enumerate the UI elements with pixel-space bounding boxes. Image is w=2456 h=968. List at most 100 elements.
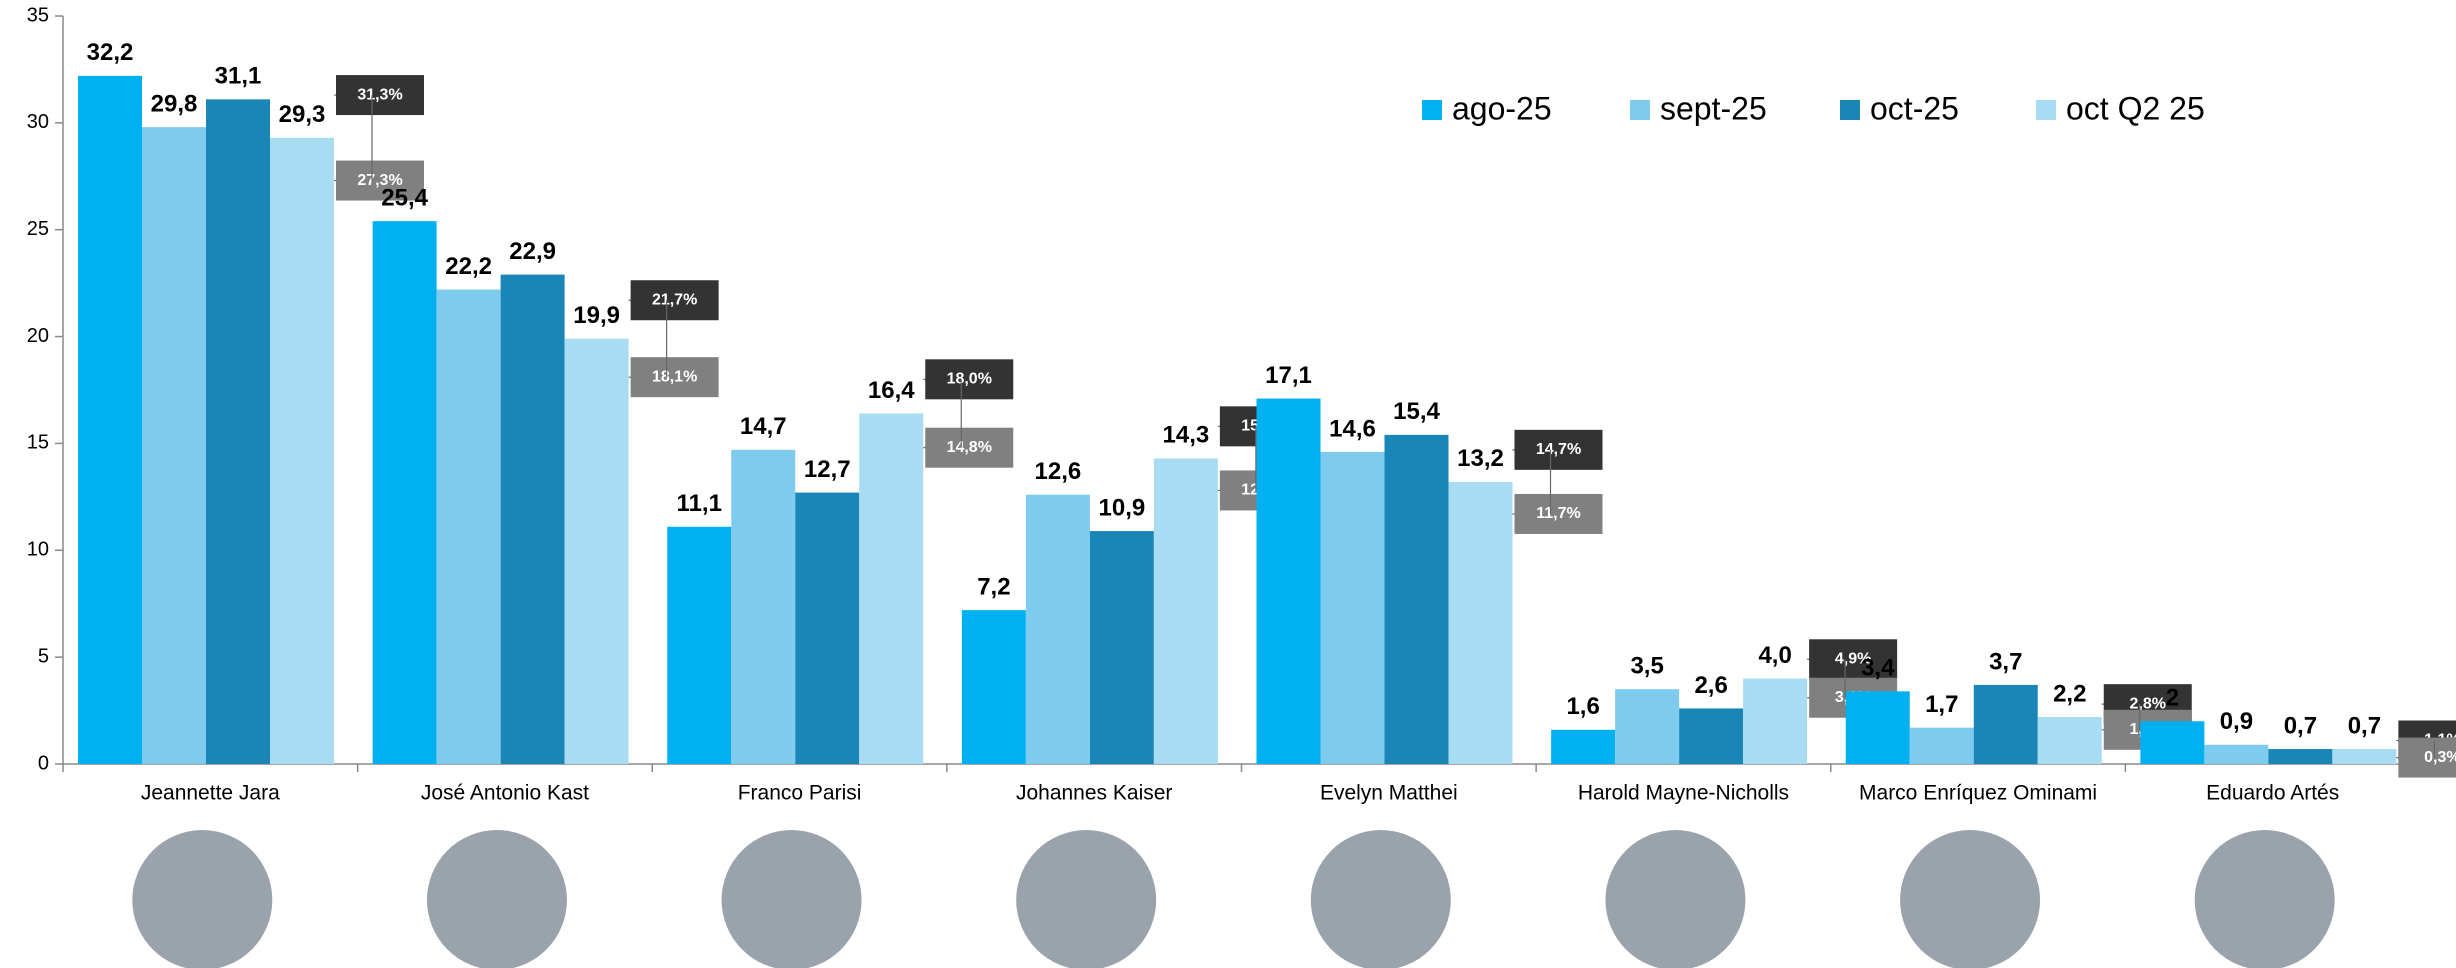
candidate-photo bbox=[721, 830, 862, 968]
range-label: 14,7% bbox=[1536, 441, 1581, 458]
value-label: 1,6 bbox=[1566, 693, 1599, 720]
candidate-photo bbox=[132, 830, 273, 968]
range-box bbox=[1514, 493, 1603, 534]
y-tick-label: 30 bbox=[27, 111, 49, 133]
range-box bbox=[630, 280, 719, 321]
legend-swatch bbox=[1630, 100, 1650, 120]
bar bbox=[1615, 689, 1680, 764]
bar bbox=[859, 413, 924, 764]
value-label: 17,1 bbox=[1265, 362, 1312, 389]
candidate-photo bbox=[2194, 830, 2335, 968]
y-tick-label: 35 bbox=[27, 4, 49, 26]
candidate-photo bbox=[1016, 830, 1157, 968]
value-label: 2,6 bbox=[1694, 672, 1727, 699]
value-label: 29,8 bbox=[151, 90, 198, 117]
bar bbox=[78, 75, 142, 765]
legend-label: oct Q2 25 bbox=[2066, 90, 2205, 126]
value-label: 12,7 bbox=[804, 456, 851, 483]
value-label: 3,5 bbox=[1630, 653, 1663, 680]
value-label: 14,7 bbox=[740, 413, 787, 440]
candidate-photo bbox=[1900, 830, 2041, 968]
x-tick-label: Eduardo Artés bbox=[2206, 782, 2339, 805]
range-label: 31,3% bbox=[357, 86, 402, 103]
value-label: 25,4 bbox=[381, 185, 428, 212]
bar bbox=[961, 610, 1026, 764]
bar bbox=[436, 289, 501, 764]
bar bbox=[731, 449, 796, 764]
y-tick-label: 25 bbox=[27, 218, 49, 240]
value-label: 12,6 bbox=[1035, 458, 1082, 485]
bar bbox=[1679, 708, 1744, 764]
value-label: 22,2 bbox=[445, 253, 492, 280]
candidate-photo bbox=[426, 830, 567, 968]
range-label: 21,7% bbox=[652, 291, 697, 308]
range-label: 2,8% bbox=[2130, 695, 2166, 712]
range-box bbox=[1514, 429, 1603, 470]
value-label: 14,3 bbox=[1163, 422, 1210, 449]
bar bbox=[1845, 691, 1910, 764]
y-tick-label: 5 bbox=[38, 645, 49, 667]
bar bbox=[2037, 716, 2102, 764]
bar bbox=[1153, 458, 1218, 764]
bar bbox=[270, 137, 334, 764]
y-tick-label: 0 bbox=[38, 752, 49, 774]
legend-swatch bbox=[1422, 100, 1442, 120]
bar bbox=[2140, 721, 2205, 764]
x-tick-label: Franco Parisi bbox=[738, 782, 862, 805]
bar bbox=[372, 221, 437, 764]
x-tick-label: Johannes Kaiser bbox=[1016, 782, 1172, 805]
value-label: 1,7 bbox=[1925, 691, 1958, 718]
bar bbox=[1909, 727, 1974, 764]
range-box bbox=[336, 75, 424, 116]
value-label: 10,9 bbox=[1099, 494, 1146, 521]
legend-label: oct-25 bbox=[1870, 90, 1959, 126]
range-box bbox=[925, 427, 1014, 468]
bar bbox=[1256, 398, 1321, 764]
legend-label: ago-25 bbox=[1452, 90, 1552, 126]
bar bbox=[1551, 729, 1616, 764]
value-label: 32,2 bbox=[87, 39, 134, 66]
bar bbox=[795, 492, 860, 764]
value-label: 15,4 bbox=[1393, 398, 1440, 425]
value-label: 2,2 bbox=[2053, 680, 2086, 707]
range-label: 0,3% bbox=[2424, 749, 2456, 766]
range-box bbox=[2398, 737, 2456, 778]
range-box bbox=[336, 160, 424, 201]
value-label: 14,6 bbox=[1329, 415, 1376, 442]
bar bbox=[1025, 494, 1090, 764]
value-label: 3,7 bbox=[1989, 648, 2022, 675]
value-label: 13,2 bbox=[1457, 445, 1504, 472]
bar bbox=[206, 99, 270, 764]
range-box bbox=[630, 357, 719, 398]
x-tick-label: Harold Mayne-Nicholls bbox=[1578, 782, 1789, 805]
value-label: 29,3 bbox=[279, 101, 326, 128]
range-label: 4,9% bbox=[1835, 650, 1871, 667]
value-label: 0,7 bbox=[2348, 712, 2381, 739]
bar bbox=[500, 274, 565, 764]
bar bbox=[2204, 744, 2269, 764]
value-label: 2 bbox=[2166, 685, 2179, 712]
range-label: 11,7% bbox=[1536, 505, 1580, 522]
x-tick-label: Jeannette Jara bbox=[141, 782, 280, 805]
candidate-photo bbox=[1605, 830, 1746, 968]
value-label: 0,7 bbox=[2284, 712, 2317, 739]
bar bbox=[1089, 531, 1154, 764]
legend-swatch bbox=[2036, 100, 2056, 120]
bar bbox=[564, 338, 629, 764]
x-tick-label: José Antonio Kast bbox=[421, 782, 589, 805]
range-label: 14,8% bbox=[947, 439, 992, 456]
bar bbox=[1320, 451, 1385, 764]
x-tick-label: Evelyn Matthei bbox=[1320, 782, 1458, 805]
bar bbox=[1973, 684, 2038, 764]
x-tick-label: Marco Enríquez Ominami bbox=[1859, 782, 2097, 805]
legend-swatch bbox=[1840, 100, 1860, 120]
range-box bbox=[925, 359, 1014, 400]
range-label: 27,3% bbox=[357, 172, 402, 189]
value-label: 31,1 bbox=[215, 63, 262, 90]
value-label: 22,9 bbox=[509, 238, 556, 265]
bar bbox=[1743, 678, 1808, 764]
value-label: 3,4 bbox=[1861, 655, 1895, 682]
bar bbox=[1384, 434, 1449, 764]
value-label: 4,0 bbox=[1758, 642, 1791, 669]
